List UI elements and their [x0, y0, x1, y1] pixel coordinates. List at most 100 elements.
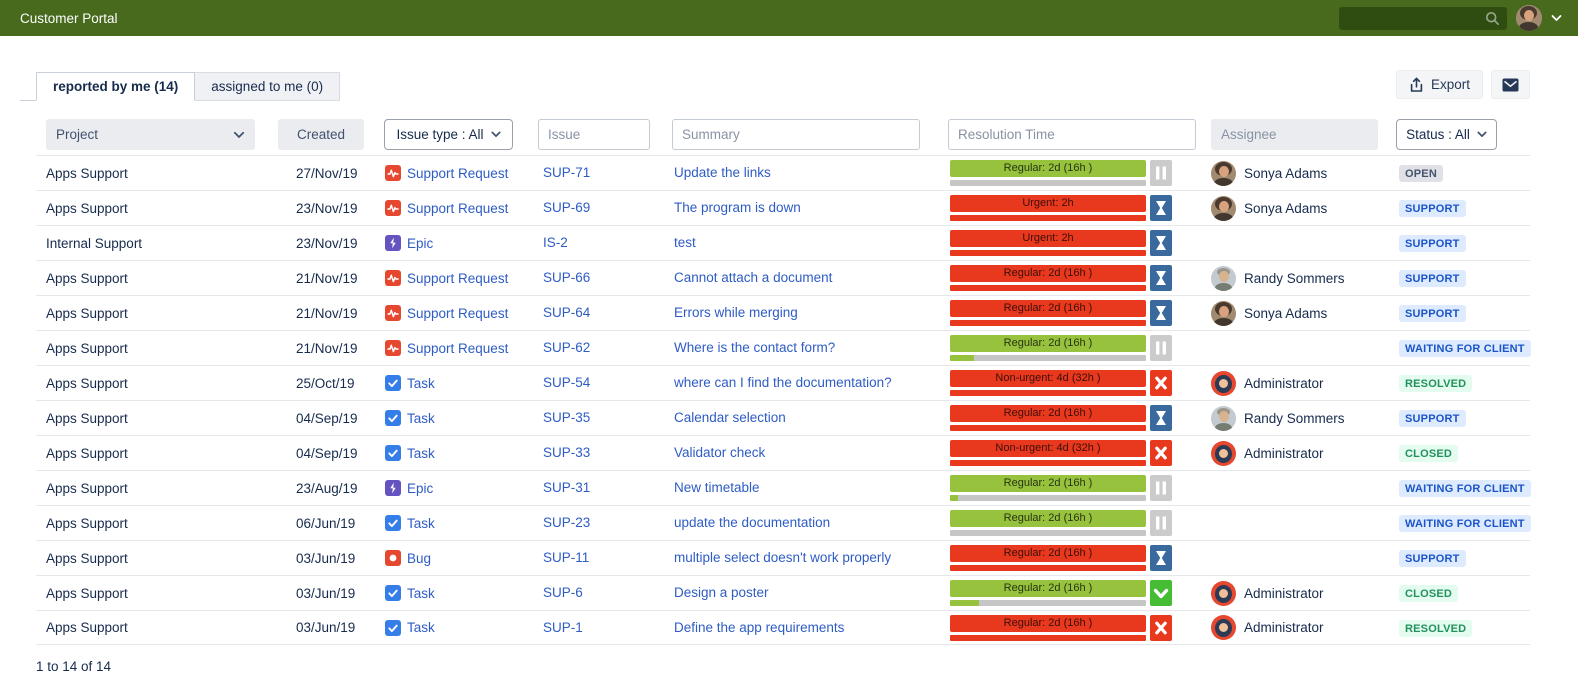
mail-icon — [1502, 78, 1519, 91]
created-cell: 21/Nov/19 — [296, 305, 358, 321]
status-filter[interactable]: Status : All — [1396, 119, 1497, 150]
issue-type-link[interactable]: Epic — [407, 235, 434, 251]
issue-summary-link[interactable]: Calendar selection — [674, 410, 786, 425]
search-input[interactable] — [1339, 6, 1507, 30]
issue-type-link[interactable]: Task — [407, 620, 435, 635]
table-row: Apps Support 25/Oct/19 Task SUP-54 where… — [36, 365, 1530, 400]
issue-key-link[interactable]: SUP-33 — [543, 445, 591, 460]
project-filter[interactable]: Project — [46, 119, 255, 150]
status-badge: WAITING FOR CLIENT — [1399, 480, 1531, 497]
issue-key-link[interactable]: SUP-62 — [543, 340, 591, 355]
issue-type-link[interactable]: Task — [407, 375, 435, 391]
resolution-time-filter-input[interactable]: Resolution Time — [948, 119, 1196, 150]
assignee-avatar — [1211, 265, 1236, 291]
resolution-progress-track — [950, 495, 1146, 501]
resolution-status-icon — [1150, 195, 1172, 221]
status-badge: SUPPORT — [1399, 270, 1466, 287]
resolution-progress-track — [950, 355, 1146, 361]
issue-summary-link[interactable]: Validator check — [674, 445, 766, 460]
issue-type-link[interactable]: Support Request — [407, 340, 509, 356]
status-badge: SUPPORT — [1399, 410, 1466, 427]
created-sort-button[interactable]: Created — [278, 119, 364, 150]
resolution-time-cell: Regular: 2d (16h ) — [938, 405, 1201, 431]
issue-key-link[interactable]: SUP-11 — [543, 550, 590, 565]
assignee-cell: Administrator — [1201, 440, 1386, 466]
status-badge: RESOLVED — [1399, 619, 1473, 637]
project-cell: Internal Support — [46, 235, 143, 251]
issue-key-link[interactable]: SUP-66 — [543, 270, 591, 285]
user-avatar[interactable] — [1516, 5, 1542, 31]
assignee-avatar — [1211, 195, 1236, 221]
assignee-filter[interactable]: Assignee — [1211, 119, 1378, 150]
resolution-sla-label: Regular: 2d (16h ) — [1003, 337, 1093, 349]
summary-filter-input[interactable]: Summary — [672, 119, 920, 150]
export-button[interactable]: Export — [1395, 70, 1483, 99]
issue-type-link[interactable]: Task — [407, 445, 435, 461]
issue-summary-link[interactable]: Design a poster — [674, 585, 769, 600]
issue-type-filter[interactable]: Issue type : All — [384, 119, 513, 150]
issue-type-link[interactable]: Epic — [407, 480, 434, 496]
issue-summary-link[interactable]: New timetable — [674, 480, 760, 495]
issue-type-icon — [385, 550, 401, 566]
issue-key-link[interactable]: SUP-31 — [543, 480, 591, 495]
resolution-progress-fill — [950, 285, 1146, 291]
resolution-sla-label: Urgent: 2h — [1022, 232, 1074, 244]
issue-summary-link[interactable]: multiple select doesn't work properly — [674, 550, 892, 565]
project-cell: Apps Support — [46, 270, 128, 286]
issue-key-link[interactable]: SUP-54 — [543, 375, 591, 390]
issue-type-link[interactable]: Task — [407, 585, 435, 601]
issue-key-link[interactable]: SUP-71 — [543, 165, 591, 180]
assignee-name: Administrator — [1244, 620, 1324, 635]
project-cell: Apps Support — [46, 200, 128, 216]
issue-summary-link[interactable]: where can I find the documentation? — [674, 375, 892, 390]
issue-key-link[interactable]: SUP-64 — [543, 305, 591, 320]
mail-button[interactable] — [1491, 70, 1530, 99]
issue-type-link[interactable]: Support Request — [407, 200, 509, 216]
issue-type-link[interactable]: Support Request — [407, 305, 509, 321]
project-cell: Apps Support — [46, 340, 128, 356]
resolution-sla-label: Regular: 2d (16h ) — [1003, 267, 1093, 279]
issue-summary-link[interactable]: The program is down — [674, 200, 801, 215]
resolution-time-cell: Regular: 2d (16h ) — [938, 510, 1201, 536]
issue-summary-link[interactable]: Cannot attach a document — [674, 270, 833, 285]
issue-type-link[interactable]: Task — [407, 410, 435, 426]
resolution-time-cell: Non-urgent: 4d (32h ) — [938, 370, 1201, 396]
issue-key-link[interactable]: SUP-6 — [543, 585, 583, 600]
issue-summary-link[interactable]: Update the links — [674, 165, 771, 180]
resolution-time-cell: Regular: 2d (16h ) — [938, 580, 1201, 606]
resolution-progress-fill — [950, 634, 1146, 641]
issue-type-cell: Task — [374, 585, 532, 601]
tab-strip-edge — [20, 91, 36, 101]
issue-type-link[interactable]: Bug — [407, 550, 432, 566]
issue-type-link[interactable]: Task — [407, 515, 435, 531]
resolution-status-icon — [1150, 335, 1172, 361]
issue-type-link[interactable]: Support Request — [407, 165, 509, 181]
status-badge: SUPPORT — [1399, 235, 1466, 252]
resolution-status-icon — [1150, 440, 1172, 466]
resolution-progress-track — [950, 215, 1146, 221]
issue-summary-link[interactable]: update the documentation — [674, 515, 831, 530]
issue-summary-link[interactable]: test — [674, 235, 696, 250]
issue-key-link[interactable]: SUP-1 — [543, 619, 583, 635]
issue-key-link[interactable]: SUP-35 — [543, 410, 591, 425]
assignee-cell: Randy Sommers — [1201, 265, 1386, 291]
resolution-status-icon — [1150, 300, 1172, 326]
tab-reported-by-me[interactable]: reported by me (14) — [36, 72, 196, 101]
issue-type-link[interactable]: Support Request — [407, 270, 509, 286]
chevron-down-icon[interactable] — [1551, 14, 1562, 22]
issue-summary-link[interactable]: Where is the contact form? — [674, 340, 836, 355]
issue-key-link[interactable]: SUP-69 — [543, 200, 591, 215]
issue-key-link[interactable]: IS-2 — [543, 235, 568, 250]
status-badge: WAITING FOR CLIENT — [1399, 515, 1531, 532]
issue-summary-link[interactable]: Errors while merging — [674, 305, 798, 320]
tab-assigned-to-me[interactable]: assigned to me (0) — [195, 72, 341, 101]
issue-filter-input[interactable]: Issue — [538, 119, 650, 150]
assignee-avatar — [1211, 615, 1236, 640]
resolution-status-icon — [1150, 405, 1172, 431]
issue-key-link[interactable]: SUP-23 — [543, 515, 591, 530]
resolution-sla-label: Non-urgent: 4d (32h ) — [995, 372, 1101, 384]
issue-type-cell: Support Request — [374, 200, 532, 216]
issue-summary-link[interactable]: Define the app requirements — [674, 619, 845, 635]
chevron-down-icon — [1477, 131, 1487, 137]
assignee-avatar — [1211, 160, 1236, 186]
